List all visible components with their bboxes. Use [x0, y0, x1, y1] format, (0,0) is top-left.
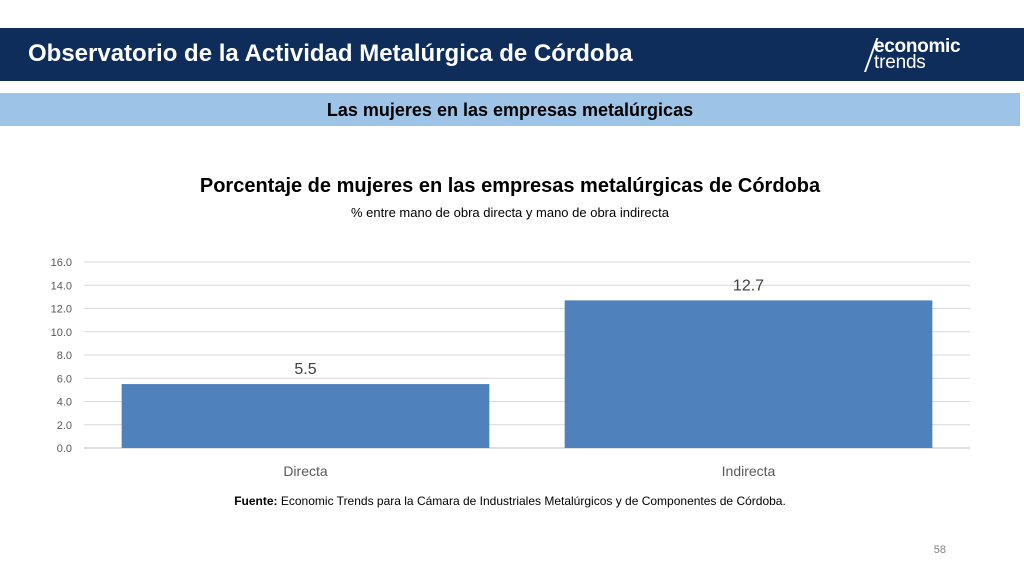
page-number: 58 [933, 544, 946, 556]
x-category-label: Indirecta [722, 463, 776, 479]
data-label: 5.5 [294, 361, 316, 378]
source-note: Fuente: Economic Trends para la Cámara d… [0, 494, 1020, 508]
y-tick-label: 10.0 [51, 327, 72, 339]
y-tick-label: 4.0 [57, 397, 72, 409]
source-text: Economic Trends para la Cámara de Indust… [280, 494, 786, 508]
y-tick-label: 16.0 [51, 257, 72, 269]
data-label: 12.7 [733, 277, 764, 294]
bar [564, 300, 933, 448]
section-title: Las mujeres en las empresas metalúrgicas [326, 100, 694, 120]
logo-text-economic: economic [874, 36, 961, 57]
y-tick-label: 0.0 [57, 443, 72, 455]
header-bar: Observatorio de la Actividad Metalúrgica… [0, 28, 1024, 81]
y-tick-label: 2.0 [57, 420, 72, 432]
bar-chart: 0.0 2.0 4.0 6.0 8.0 10.0 12.0 14.0 16.0 5.5 Direct… [51, 257, 970, 479]
x-category-label: Directa [283, 463, 328, 479]
y-tick-label: 6.0 [57, 373, 72, 385]
logo-text-trends: trends [874, 52, 926, 73]
bar [121, 384, 490, 448]
section-banner: Las mujeres en las empresas metalúrgicas [0, 93, 1020, 126]
page-title: Observatorio de la Actividad Metalúrgica… [28, 40, 633, 67]
chart-subtitle: % entre mano de obra directa y mano de o… [351, 205, 669, 220]
source-label: Fuente: [234, 494, 278, 508]
y-tick-label: 14.0 [51, 280, 72, 292]
chart-title: Porcentaje de mujeres en las empresas me… [199, 175, 821, 197]
y-tick-label: 8.0 [57, 350, 72, 362]
y-tick-label: 12.0 [51, 304, 72, 316]
economic-trends-logo: economic trends [862, 36, 1002, 76]
